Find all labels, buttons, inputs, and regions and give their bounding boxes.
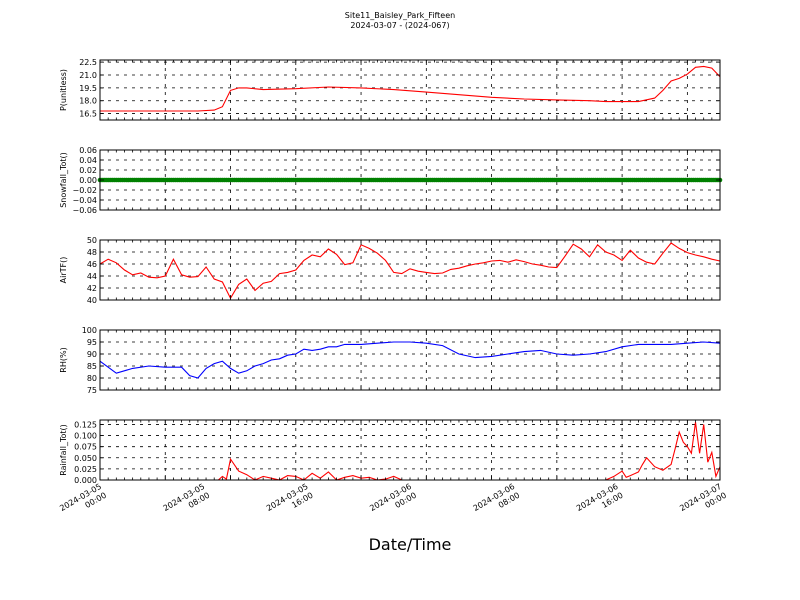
y-tick-label: 22.5: [79, 58, 97, 67]
y-axis-label: P(unitless): [59, 69, 68, 111]
y-axis-label: RH(%): [59, 347, 68, 372]
x-tick-label: 2024-03-0516:00: [265, 482, 315, 522]
y-tick-label: 0.100: [74, 432, 97, 441]
y-tick-label: 0.025: [74, 465, 97, 474]
y-tick-label: 90: [87, 350, 97, 359]
x-axis-label: Date/Time: [368, 535, 452, 554]
y-axis-label: AirTF(): [59, 257, 68, 284]
y-tick-label: −0.04: [72, 196, 97, 205]
series-line: [100, 422, 721, 481]
x-tick-label: 2024-03-0700:00: [678, 482, 728, 522]
y-tick-label: 16.5: [79, 110, 97, 119]
panel-1: 16.5 18.0 19.5 21.0 22.5 P(unitless): [59, 58, 721, 121]
y-tick-label: 19.5: [79, 84, 97, 93]
series-line: [99, 341, 721, 379]
y-axis-label: Snowfall_Tot(): [59, 152, 68, 208]
y-tick-label: 18.0: [79, 97, 97, 106]
y-tick-label: 85: [87, 362, 97, 371]
y-tick-label: 50: [87, 236, 97, 245]
y-tick-label: 48: [87, 248, 97, 257]
y-tick-label: 44: [87, 272, 97, 281]
y-tick-label: −0.06: [72, 206, 97, 215]
x-tick-label: 2024-03-0608:00: [472, 482, 522, 522]
axes-frame: [99, 329, 721, 391]
panel-5: 0.000 0.025 0.050 0.075 0.100 0.125 Rainfall_T…: [59, 419, 721, 485]
y-tick-label: 0.125: [74, 420, 97, 429]
x-tick-label: 2024-03-0500:00: [58, 482, 108, 522]
y-tick-label: 42: [87, 284, 97, 293]
y-tick-label: 75: [87, 386, 97, 395]
y-tick-label: 46: [87, 260, 97, 269]
panel-4: 75 80 85 90 95 100 RH(%): [59, 326, 721, 395]
panel-3: 40 42 44 46 48 50 AirTF(): [59, 236, 721, 305]
y-tick-label: −0.02: [72, 186, 97, 195]
axes-frame: [99, 419, 721, 481]
y-tick-label: 0.075: [74, 443, 97, 452]
x-tick-label: 2024-03-0508:00: [162, 482, 212, 522]
axes-frame: [99, 239, 721, 301]
x-tick-label: 2024-03-0600:00: [368, 482, 418, 522]
y-tick-label: 0.00: [79, 176, 97, 185]
panel-2: −0.06−0.04−0.020.000.020.040.06 Snowfall_…: [59, 146, 723, 215]
series-line: [99, 242, 721, 300]
y-tick-label: 80: [87, 374, 97, 383]
y-tick-label: 0.04: [79, 156, 97, 165]
y-tick-label: 95: [87, 338, 97, 347]
y-tick-label: 0.02: [79, 166, 97, 175]
y-tick-label: 0.050: [74, 454, 97, 463]
series-line: [100, 65, 721, 112]
chart-title-line-2: 2024-03-07 - (2024-067): [350, 21, 450, 30]
y-tick-label: 0.06: [79, 146, 97, 155]
y-axis-label: Rainfall_Tot(): [59, 424, 68, 476]
y-tick-label: 100: [82, 326, 97, 335]
chart-title-line-1: Site11_Baisley_Park_Fifteen: [344, 11, 456, 20]
x-tick-label: 2024-03-0616:00: [575, 482, 625, 522]
y-tick-label: 0.000: [74, 476, 97, 485]
y-tick-label: 21.0: [79, 71, 97, 80]
y-tick-label: 40: [87, 296, 97, 305]
